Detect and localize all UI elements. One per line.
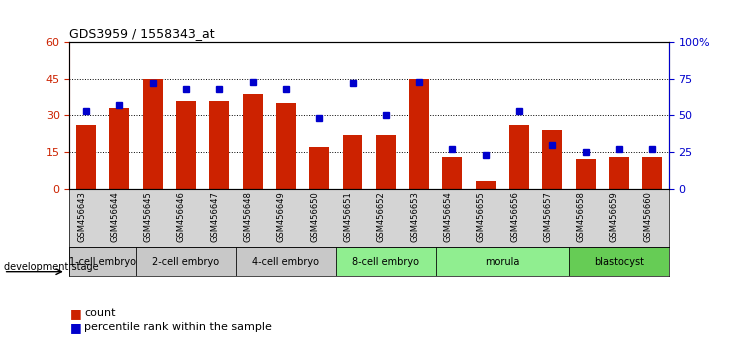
Bar bbox=[436, 247, 569, 276]
Bar bbox=[76, 125, 96, 189]
Bar bbox=[542, 130, 562, 189]
Text: count: count bbox=[84, 308, 115, 318]
Text: GSM456660: GSM456660 bbox=[643, 192, 652, 242]
Text: GSM456646: GSM456646 bbox=[177, 192, 186, 242]
Text: GSM456645: GSM456645 bbox=[144, 192, 153, 242]
Text: GSM456654: GSM456654 bbox=[444, 192, 452, 242]
Bar bbox=[236, 247, 336, 276]
Text: development stage: development stage bbox=[4, 262, 98, 272]
Text: ■: ■ bbox=[69, 321, 81, 334]
Text: GSM456657: GSM456657 bbox=[543, 192, 553, 242]
Bar bbox=[376, 135, 395, 189]
Text: 2-cell embryo: 2-cell embryo bbox=[153, 257, 219, 267]
Bar bbox=[476, 181, 496, 189]
Text: ■: ■ bbox=[69, 307, 81, 320]
Bar bbox=[569, 247, 669, 276]
Text: GSM456650: GSM456650 bbox=[310, 192, 319, 242]
Bar bbox=[442, 157, 463, 189]
Bar bbox=[609, 157, 629, 189]
Bar bbox=[143, 79, 163, 189]
Bar bbox=[509, 125, 529, 189]
Text: GSM456644: GSM456644 bbox=[110, 192, 119, 242]
Bar bbox=[409, 79, 429, 189]
Text: GSM456655: GSM456655 bbox=[477, 192, 485, 242]
Text: GSM456656: GSM456656 bbox=[510, 192, 519, 242]
Text: 1-cell embryo: 1-cell embryo bbox=[69, 257, 136, 267]
Text: GDS3959 / 1558343_at: GDS3959 / 1558343_at bbox=[69, 27, 215, 40]
Text: 8-cell embryo: 8-cell embryo bbox=[352, 257, 420, 267]
Text: blastocyst: blastocyst bbox=[594, 257, 644, 267]
Bar bbox=[309, 147, 329, 189]
Text: morula: morula bbox=[485, 257, 520, 267]
Bar bbox=[69, 247, 136, 276]
Bar bbox=[276, 103, 296, 189]
Text: GSM456653: GSM456653 bbox=[410, 192, 419, 242]
Bar bbox=[136, 247, 236, 276]
Bar bbox=[343, 135, 363, 189]
Bar bbox=[243, 93, 262, 189]
Text: GSM456648: GSM456648 bbox=[243, 192, 253, 242]
Bar bbox=[336, 247, 436, 276]
Text: GSM456652: GSM456652 bbox=[376, 192, 386, 242]
Text: GSM456649: GSM456649 bbox=[277, 192, 286, 242]
Text: GSM456647: GSM456647 bbox=[211, 192, 219, 242]
Bar bbox=[176, 101, 196, 189]
Bar bbox=[643, 157, 662, 189]
Bar bbox=[110, 108, 129, 189]
Text: percentile rank within the sample: percentile rank within the sample bbox=[84, 322, 272, 332]
Text: GSM456659: GSM456659 bbox=[610, 192, 619, 242]
Text: GSM456658: GSM456658 bbox=[577, 192, 586, 242]
Text: 4-cell embryo: 4-cell embryo bbox=[252, 257, 319, 267]
Text: GSM456643: GSM456643 bbox=[77, 192, 86, 242]
Bar bbox=[575, 159, 596, 189]
Bar bbox=[209, 101, 230, 189]
Text: GSM456651: GSM456651 bbox=[344, 192, 352, 242]
